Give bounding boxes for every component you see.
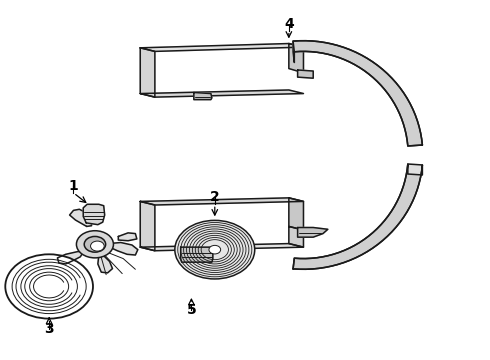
Polygon shape bbox=[140, 198, 303, 205]
Circle shape bbox=[209, 246, 221, 254]
Polygon shape bbox=[118, 233, 137, 241]
Polygon shape bbox=[289, 198, 303, 230]
Circle shape bbox=[91, 241, 104, 251]
Polygon shape bbox=[297, 228, 328, 237]
Text: 3: 3 bbox=[44, 322, 54, 336]
Text: 1: 1 bbox=[69, 179, 78, 193]
Polygon shape bbox=[83, 204, 105, 225]
Polygon shape bbox=[297, 70, 313, 78]
Circle shape bbox=[175, 220, 255, 279]
Polygon shape bbox=[140, 44, 303, 51]
Text: 5: 5 bbox=[187, 303, 196, 318]
Text: 2: 2 bbox=[210, 190, 220, 204]
Polygon shape bbox=[140, 48, 155, 97]
Circle shape bbox=[5, 254, 93, 319]
Polygon shape bbox=[293, 41, 422, 146]
Circle shape bbox=[84, 237, 106, 252]
Polygon shape bbox=[293, 164, 422, 269]
Polygon shape bbox=[194, 93, 212, 100]
Polygon shape bbox=[293, 41, 422, 146]
Circle shape bbox=[76, 231, 114, 258]
Polygon shape bbox=[140, 244, 303, 251]
Polygon shape bbox=[140, 90, 303, 97]
Polygon shape bbox=[181, 247, 213, 262]
Polygon shape bbox=[57, 251, 83, 264]
Polygon shape bbox=[140, 202, 155, 251]
Polygon shape bbox=[289, 44, 303, 73]
Polygon shape bbox=[293, 164, 422, 269]
Polygon shape bbox=[109, 243, 138, 255]
Text: 4: 4 bbox=[284, 17, 294, 31]
Polygon shape bbox=[98, 254, 113, 273]
Polygon shape bbox=[289, 226, 303, 247]
Polygon shape bbox=[70, 209, 92, 226]
